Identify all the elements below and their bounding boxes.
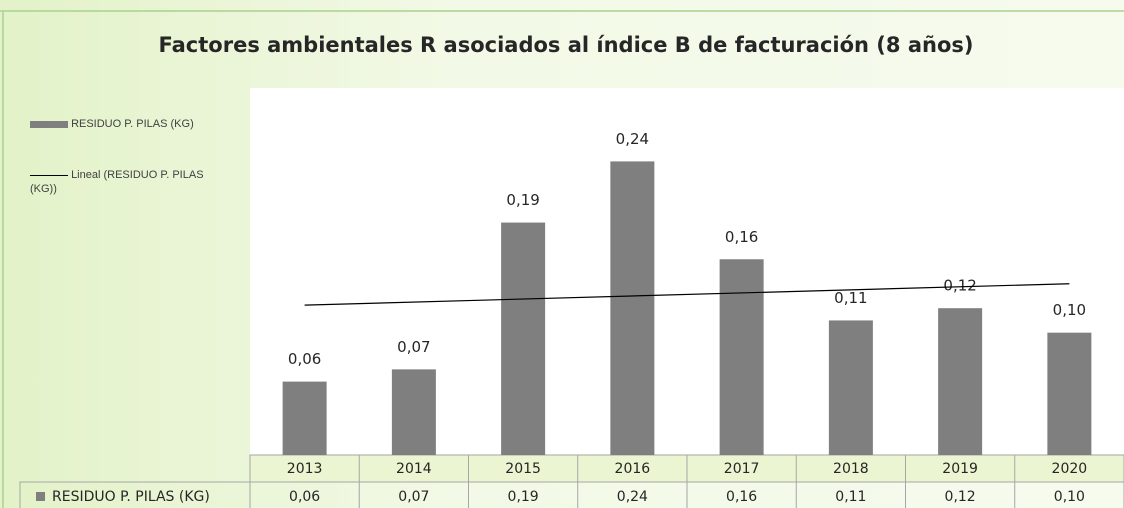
- legend-label: Lineal (RESIDUO P. PILAS (KG)): [30, 169, 204, 195]
- table-cell: 0,07: [398, 489, 429, 505]
- x-tick-label: 2015: [505, 461, 541, 477]
- x-tick-label: 2014: [396, 461, 432, 477]
- data-label: 0,16: [725, 228, 758, 246]
- chart-title: Factores ambientales R asociados al índi…: [159, 33, 974, 57]
- data-label: 0,10: [1053, 301, 1086, 319]
- bar: [719, 259, 764, 455]
- data-label: 0,07: [397, 338, 430, 356]
- trendline: [304, 283, 1070, 306]
- legend-swatch: [30, 174, 68, 176]
- bar: [282, 381, 327, 455]
- data-label: 0,12: [943, 277, 976, 295]
- table-cell: 0,19: [508, 489, 539, 505]
- data-label: 0,11: [834, 289, 867, 307]
- bar: [391, 369, 436, 455]
- table-cell: 0,12: [945, 489, 976, 505]
- table-cell: 0,11: [835, 489, 866, 505]
- x-tick-label: 2019: [942, 461, 978, 477]
- x-tick-label: 2017: [724, 461, 760, 477]
- table-row: [19, 481, 1124, 508]
- table-legend-key: [36, 492, 45, 501]
- data-label: 0,19: [506, 191, 539, 209]
- bar: [610, 161, 655, 455]
- bar: [1047, 332, 1092, 455]
- bar: [828, 320, 873, 455]
- table-cell: 0,24: [617, 489, 648, 505]
- table-cell: 0,06: [289, 489, 320, 505]
- bar: [938, 308, 983, 455]
- legend-item: Lineal (RESIDUO P. PILAS (KG)): [30, 168, 205, 196]
- x-tick-label: 2013: [287, 461, 323, 477]
- table-cell: 0,16: [726, 489, 757, 505]
- table-row-label: RESIDUO P. PILAS (KG): [52, 489, 210, 505]
- data-label: 0,06: [288, 350, 321, 368]
- x-tick-label: 2018: [833, 461, 869, 477]
- x-tick-label: 2020: [1052, 461, 1088, 477]
- x-tick-label: 2016: [615, 461, 651, 477]
- data-label: 0,24: [616, 130, 649, 148]
- legend-swatch: [30, 120, 68, 128]
- legend-item: RESIDUO P. PILAS (KG): [30, 117, 205, 131]
- legend-label: RESIDUO P. PILAS (KG): [71, 118, 194, 130]
- table-cell: 0,10: [1054, 489, 1085, 505]
- bar: [501, 222, 546, 455]
- plot-area: [250, 88, 1124, 455]
